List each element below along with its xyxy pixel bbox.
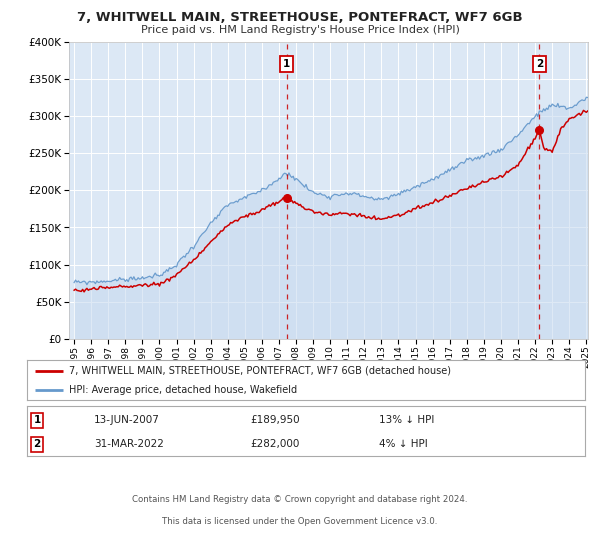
Text: 4% ↓ HPI: 4% ↓ HPI [379, 439, 427, 449]
Text: Price paid vs. HM Land Registry's House Price Index (HPI): Price paid vs. HM Land Registry's House … [140, 25, 460, 35]
Text: 1: 1 [34, 415, 41, 425]
Text: Contains HM Land Registry data © Crown copyright and database right 2024.: Contains HM Land Registry data © Crown c… [132, 495, 468, 504]
Text: 2: 2 [34, 439, 41, 449]
Text: HPI: Average price, detached house, Wakefield: HPI: Average price, detached house, Wake… [69, 385, 297, 395]
Text: 7, WHITWELL MAIN, STREETHOUSE, PONTEFRACT, WF7 6GB: 7, WHITWELL MAIN, STREETHOUSE, PONTEFRAC… [77, 11, 523, 24]
Text: This data is licensed under the Open Government Licence v3.0.: This data is licensed under the Open Gov… [163, 517, 437, 526]
Text: 31-MAR-2022: 31-MAR-2022 [94, 439, 164, 449]
Text: 7, WHITWELL MAIN, STREETHOUSE, PONTEFRACT, WF7 6GB (detached house): 7, WHITWELL MAIN, STREETHOUSE, PONTEFRAC… [69, 366, 451, 376]
Text: £189,950: £189,950 [250, 415, 300, 425]
Text: 13-JUN-2007: 13-JUN-2007 [94, 415, 160, 425]
Text: 2: 2 [536, 59, 543, 69]
Text: 13% ↓ HPI: 13% ↓ HPI [379, 415, 434, 425]
Text: £282,000: £282,000 [250, 439, 299, 449]
Text: 1: 1 [283, 59, 290, 69]
